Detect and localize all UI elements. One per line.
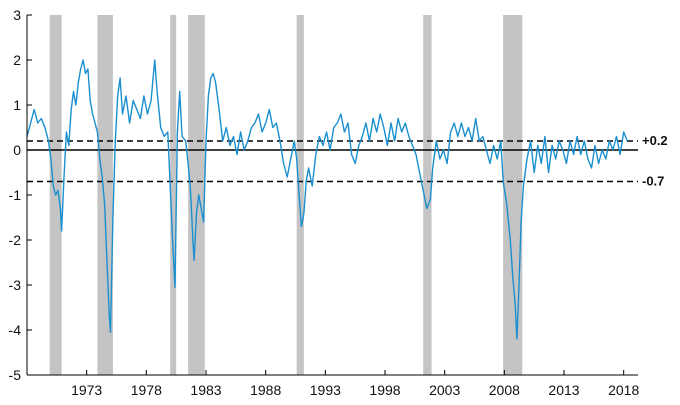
tick-labels: +0.2 -0.7 3 2 1 0 -1 -2 -3 -4 -5 1973 1978 1983 1988 19… bbox=[9, 7, 668, 398]
x-tick-label: 2018 bbox=[608, 382, 639, 398]
y-tick-label: 0 bbox=[13, 142, 21, 158]
reference-lines bbox=[27, 140, 638, 183]
recession-band bbox=[296, 15, 304, 375]
x-tick-label: 2003 bbox=[429, 382, 460, 398]
recession-band bbox=[503, 15, 523, 375]
y-tick-label: 3 bbox=[13, 7, 21, 23]
y-tick-label: -3 bbox=[9, 277, 22, 293]
x-tick-label: 1978 bbox=[131, 382, 162, 398]
y-tick-label: 2 bbox=[13, 52, 21, 68]
x-tick-label: 1983 bbox=[190, 382, 221, 398]
x-tick-label: 1998 bbox=[369, 382, 400, 398]
recession-band bbox=[97, 15, 113, 375]
y-tick-label: -1 bbox=[9, 187, 22, 203]
x-tick-label: 2008 bbox=[489, 382, 520, 398]
recession-bands bbox=[49, 15, 523, 375]
recession-band bbox=[423, 15, 432, 375]
series-line bbox=[26, 59, 628, 340]
y-tick-label: -5 bbox=[9, 367, 22, 383]
series-lines bbox=[26, 59, 628, 340]
reference-line-label: -0.7 bbox=[642, 174, 664, 189]
y-tick-label: 1 bbox=[13, 97, 21, 113]
x-tick-label: 1988 bbox=[250, 382, 281, 398]
x-tick-label: 2013 bbox=[548, 382, 579, 398]
reference-line-label: +0.2 bbox=[642, 133, 668, 148]
x-tick-label: 1973 bbox=[71, 382, 102, 398]
y-tick-label: -4 bbox=[9, 322, 22, 338]
x-tick-label: 1993 bbox=[310, 382, 341, 398]
axes bbox=[26, 14, 638, 376]
recession-band bbox=[170, 15, 177, 375]
recession-band bbox=[188, 15, 205, 375]
y-tick-label: -2 bbox=[9, 232, 22, 248]
